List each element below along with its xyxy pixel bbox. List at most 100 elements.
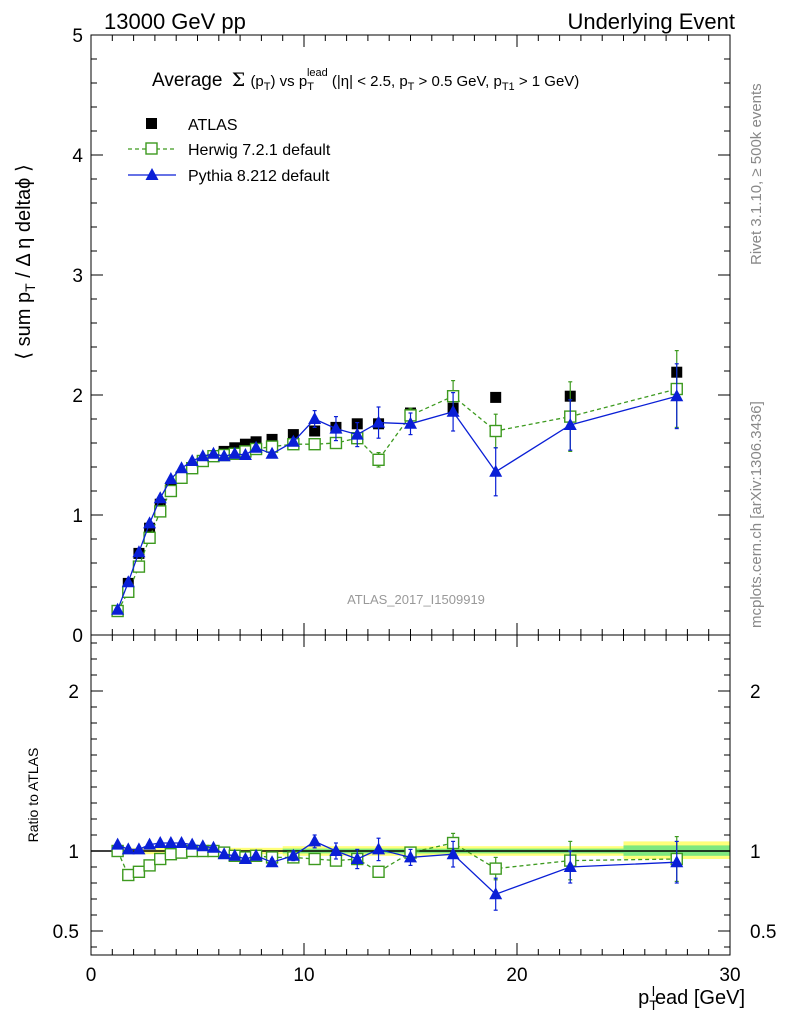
atlas-point — [266, 433, 278, 445]
atlas-point — [490, 391, 502, 403]
pythia-point — [121, 575, 135, 588]
ratio-y-axis-label: Ratio to ATLAS — [25, 748, 41, 843]
pythia-ratio-point — [111, 837, 125, 850]
pythia-ratio-point — [153, 836, 167, 848]
x-tick-label: 30 — [719, 965, 740, 986]
atlas-point — [239, 438, 251, 450]
atlas-point — [154, 498, 166, 510]
y-tick-label: 0 — [72, 626, 83, 647]
pythia-ratio-point — [329, 844, 343, 856]
header-energy-label: 13000 GeV pp — [104, 9, 246, 34]
y-tick-label: 2 — [72, 386, 83, 407]
ratio-y-tick-label-right: 0.5 — [750, 922, 776, 943]
pythia-line — [117, 395, 677, 611]
pythia-ratio-point — [121, 842, 135, 855]
pythia-point — [563, 418, 577, 430]
pythia-point — [350, 427, 364, 440]
pythia-point — [217, 449, 231, 462]
pythia-point — [164, 472, 178, 484]
ratio-y-tick-label: 0.5 — [53, 922, 79, 943]
pythia-ratio-point — [185, 837, 199, 850]
x-tick-label: 0 — [86, 965, 97, 986]
pythia-ratio-point — [228, 848, 242, 861]
header-process-label: Underlying Event — [567, 9, 735, 34]
chart-title: Average Σ (pT) vs pTlead (|η| < 2.5, pT … — [152, 67, 579, 93]
y-tick-label: 3 — [72, 266, 83, 287]
ratio-axis-ticks: 0.5 0.51 12 20 10 20 30 — [53, 635, 776, 986]
herwig-ratio-point — [122, 868, 135, 882]
pythia-ratio-point — [670, 855, 684, 868]
pythia-point — [196, 449, 210, 462]
pythia-point — [404, 416, 417, 429]
pythia-ratio-point — [308, 834, 322, 847]
pythia-point — [265, 446, 279, 459]
legend-pythia-marker — [145, 168, 159, 180]
pythia-point — [185, 454, 199, 466]
pythia-point — [446, 404, 460, 417]
herwig-point — [164, 484, 178, 498]
ratio-y-tick-label: 1 — [68, 842, 79, 863]
x-tick-label: 20 — [506, 965, 527, 986]
pythia-ratio-point — [175, 836, 189, 848]
pythia-ratio-point — [164, 836, 178, 848]
pythia-ratio-point — [196, 839, 210, 852]
ratio-y-tick-label-right: 2 — [750, 682, 761, 703]
legend-herwig-marker — [145, 142, 158, 155]
pythia-point — [111, 602, 125, 615]
pythia-ratio-point — [446, 847, 460, 860]
pythia-point — [175, 461, 189, 474]
main-axis-ticks: 0 1 2 3 4 5 — [72, 26, 731, 647]
rivet-version-label: Rivet 3.1.10, ≥ 500k events — [748, 83, 765, 265]
analysis-label: ATLAS_2017_I1509919 — [347, 592, 485, 607]
pythia-ratio-point — [238, 852, 252, 864]
pythia-point — [153, 491, 167, 504]
herwig-ratio-point — [175, 846, 188, 859]
herwig-ratio-point — [143, 859, 156, 872]
x-axis-label: pTlead [GeV] — [638, 983, 745, 1013]
herwig-line — [117, 388, 677, 612]
ratio-plot-frame — [90, 634, 731, 956]
pythia-ratio-point — [350, 852, 364, 864]
pythia-point — [308, 412, 322, 424]
pythia-ratio-point — [265, 855, 279, 868]
x-tick-label: 10 — [293, 965, 314, 986]
herwig-point — [308, 438, 321, 451]
pythia-point — [329, 421, 343, 434]
ratio-y-tick-label-right: 1 — [750, 842, 761, 863]
ratio-panel: 0.5 0.51 12 20 10 20 30 Ratio to ATLAS — [25, 634, 776, 986]
main-y-axis-label: ⟨ sum pT / Δ η deltaϕ ⟩ — [13, 164, 38, 359]
atlas-point — [309, 425, 321, 437]
atlas-point — [287, 429, 299, 441]
pythia-ratio-point — [404, 850, 417, 863]
herwig-ratio-point — [164, 848, 178, 861]
pythia-point — [206, 446, 220, 459]
pythia-ratio-point — [132, 842, 146, 855]
y-tick-label: 5 — [72, 26, 83, 47]
pythia-point — [249, 440, 263, 453]
pythia-point — [670, 389, 684, 402]
pythia-ratio-point — [249, 848, 263, 861]
main-plot-frame — [90, 34, 731, 636]
pythia-ratio-point — [372, 842, 386, 855]
herwig-point — [372, 453, 385, 466]
ratio-y-tick-label: 2 — [68, 682, 79, 703]
pythia-ratio-point — [217, 847, 231, 860]
herwig-point — [489, 424, 502, 438]
herwig-point — [175, 471, 188, 484]
herwig-ratio-point — [489, 862, 502, 875]
main-panel: 0 1 2 3 4 5 Average Σ (pT) vs pTlead (|η| < 2… — [13, 26, 731, 647]
pythia-ratio-point — [563, 860, 577, 872]
legend-atlas-marker — [146, 118, 157, 129]
pythia-ratio-point — [206, 840, 220, 853]
pythia-ratio-point — [489, 887, 503, 900]
pythia-point — [228, 446, 242, 459]
herwig-ratio-point — [308, 852, 321, 866]
pythia-point — [286, 434, 300, 447]
pythia-point — [143, 516, 157, 529]
mcplots-label: mcplots.cern.ch [arXiv:1306.3436] — [748, 401, 765, 628]
pythia-ratio-point — [143, 837, 157, 850]
legend: ATLAS Herwig 7.2.1 default Pythia 8.212 … — [128, 117, 331, 185]
pythia-point — [372, 415, 386, 428]
herwig-ratio-point — [154, 852, 167, 866]
